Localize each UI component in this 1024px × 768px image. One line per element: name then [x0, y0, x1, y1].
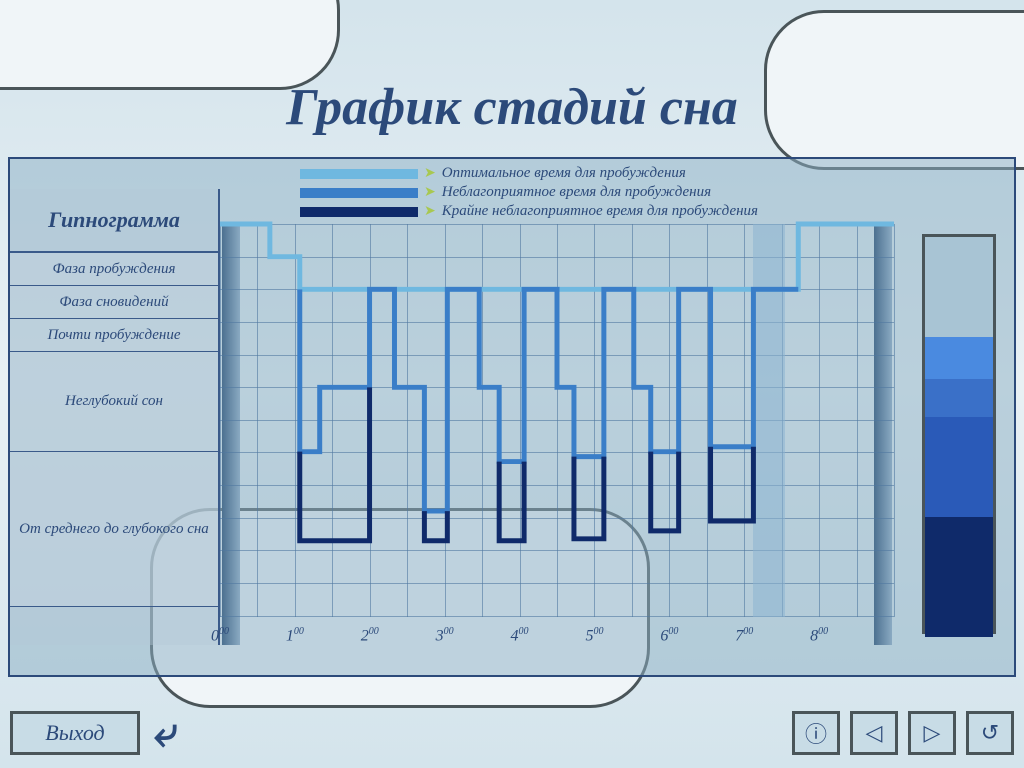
bottom-bar: Выход ⤶ ⓘ ◁ ▷ ↺ — [10, 708, 1014, 758]
bullet-icon: ➤ — [424, 165, 436, 182]
info-button[interactable]: ⓘ — [792, 711, 840, 755]
repeat-button[interactable]: ↺ — [966, 711, 1014, 755]
stage-label: Фаза сновидений — [10, 286, 218, 319]
x-axis-label: 500 — [585, 626, 603, 645]
legend-label: Оптимальное время для пробуждения — [442, 165, 686, 182]
x-axis-label: 100 — [286, 626, 304, 645]
color-scale-segment — [925, 237, 993, 337]
legend-label: Неблагоприятное время для пробуждения — [442, 184, 711, 201]
color-scale-segment — [925, 379, 993, 417]
x-axis-label: 200 — [361, 626, 379, 645]
prev-button[interactable]: ◁ — [850, 711, 898, 755]
next-button[interactable]: ▷ — [908, 711, 956, 755]
stage-label: Фаза пробуждения — [10, 253, 218, 286]
hypnogram-chart: 000100200300400500600700800 — [220, 224, 894, 645]
hypnogram-lines — [220, 224, 894, 617]
color-scale-segment — [925, 517, 993, 637]
sidebar-title: Гипнограмма — [10, 189, 218, 253]
legend-label: Крайне неблагоприятное время для пробужд… — [442, 203, 758, 220]
legend-swatch — [300, 207, 418, 217]
chart-panel: ➤ Оптимальное время для пробуждения ➤ Небла… — [8, 157, 1016, 677]
exit-button[interactable]: Выход — [10, 711, 140, 755]
stage-label: Почти пробуждение — [10, 319, 218, 352]
bullet-icon: ➤ — [424, 203, 436, 220]
color-scale-segment — [925, 337, 993, 379]
x-axis-label: 800 — [810, 626, 828, 645]
legend: ➤ Оптимальное время для пробуждения ➤ Небла… — [300, 163, 864, 222]
page-title: График стадий сна — [0, 78, 1024, 137]
return-arrow-icon[interactable]: ⤶ — [154, 709, 178, 757]
color-scale-bar — [922, 234, 996, 634]
stage-label: Неглубокий сон — [10, 352, 218, 452]
x-axis-label: 300 — [436, 626, 454, 645]
x-axis-label: 700 — [735, 626, 753, 645]
legend-swatch — [300, 169, 418, 179]
x-axis-label: 400 — [511, 626, 529, 645]
x-axis-label: 600 — [660, 626, 678, 645]
legend-swatch — [300, 188, 418, 198]
stage-label: От среднего до глубокого сна — [10, 452, 218, 607]
x-axis-label: 000 — [211, 626, 229, 645]
stage-sidebar: Гипнограмма Фаза пробужденияФаза сновиде… — [10, 189, 220, 645]
bullet-icon: ➤ — [424, 184, 436, 201]
color-scale-segment — [925, 417, 993, 517]
